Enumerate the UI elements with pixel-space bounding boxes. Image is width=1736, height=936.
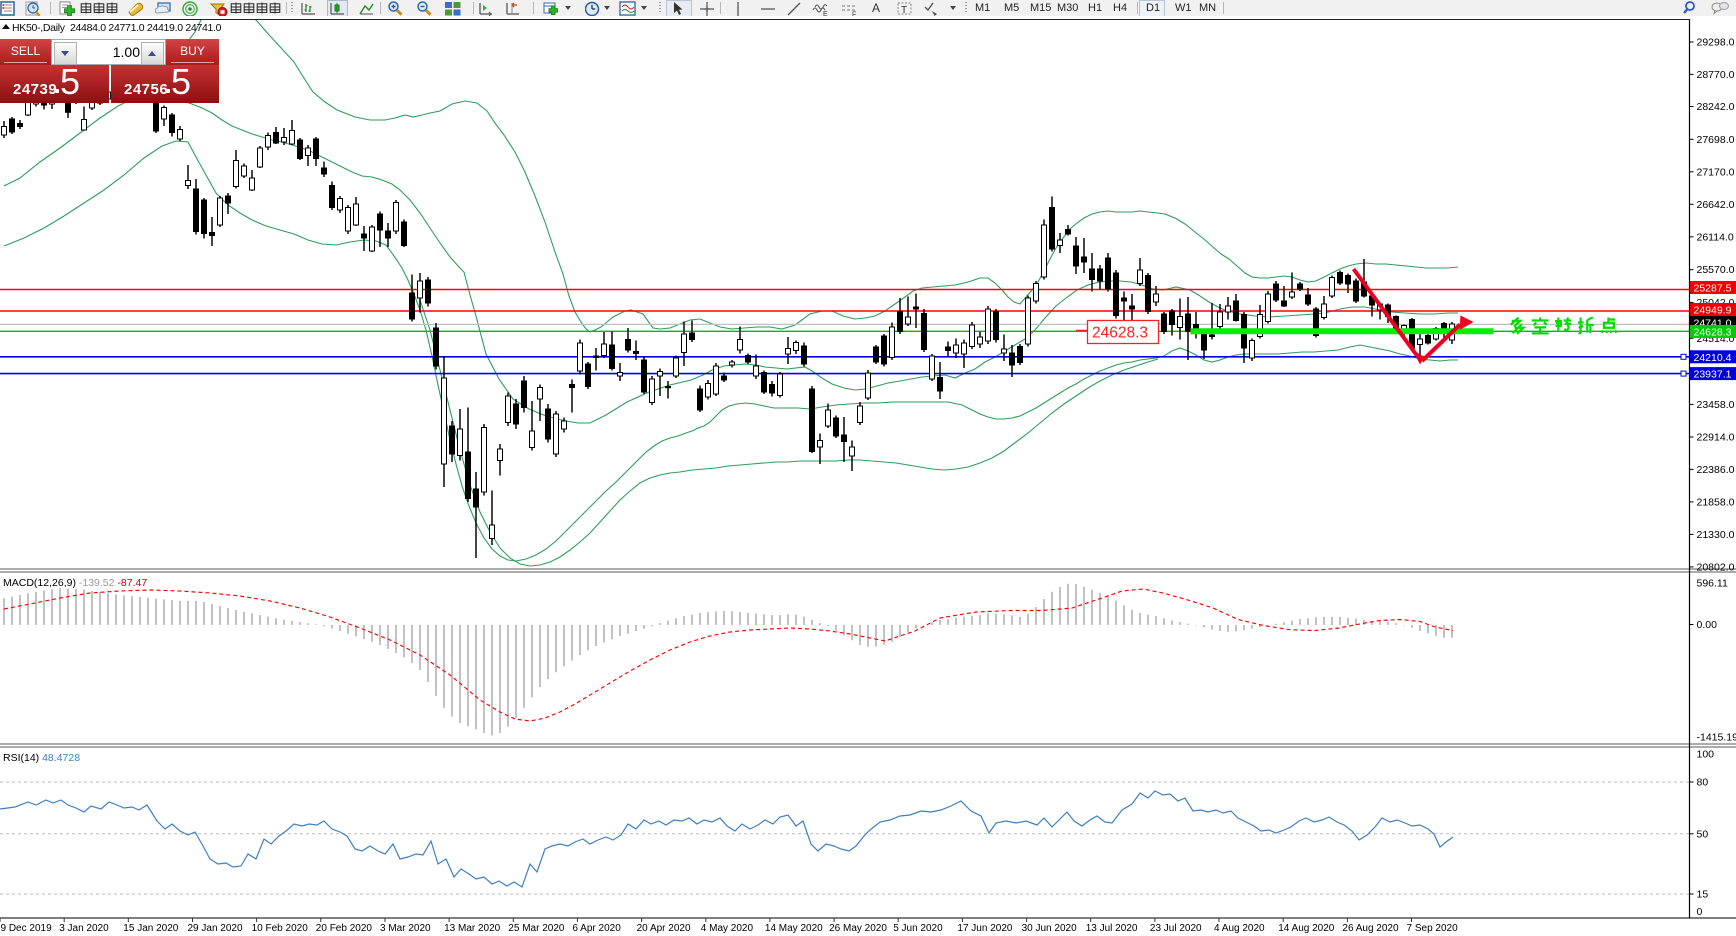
svg-text:21330.0: 21330.0 [1697, 529, 1735, 541]
svg-text:24210.4: 24210.4 [1694, 352, 1732, 364]
svg-text:0.00: 0.00 [1697, 619, 1718, 631]
svg-text:T: T [901, 5, 907, 16]
svg-text:-1415.19: -1415.19 [1697, 732, 1736, 744]
svg-text:25 Mar 2020: 25 Mar 2020 [508, 923, 565, 934]
svg-text:29 Jan 2020: 29 Jan 2020 [188, 923, 243, 934]
svg-text:22386.0: 22386.0 [1697, 464, 1735, 476]
svg-text:20 Apr 2020: 20 Apr 2020 [637, 923, 691, 934]
svg-text:50: 50 [1697, 828, 1709, 840]
svg-text:25287.5: 25287.5 [1694, 283, 1732, 295]
svg-text:23937.1: 23937.1 [1694, 369, 1732, 381]
svg-text:25570.0: 25570.0 [1697, 264, 1735, 276]
svg-text:6 Apr 2020: 6 Apr 2020 [572, 923, 621, 934]
svg-text:26114.0: 26114.0 [1697, 231, 1734, 243]
svg-text:7 Sep 2020: 7 Sep 2020 [1407, 923, 1459, 934]
svg-text:24949.9: 24949.9 [1694, 305, 1732, 317]
svg-text:21858.0: 21858.0 [1697, 496, 1735, 508]
svg-text:30 Jun 2020: 30 Jun 2020 [1022, 923, 1077, 934]
svg-text:3 Jan 2020: 3 Jan 2020 [59, 923, 109, 934]
svg-text:14 May 2020: 14 May 2020 [765, 923, 823, 934]
svg-text:28770.0: 28770.0 [1697, 69, 1735, 81]
svg-text:17 Jun 2020: 17 Jun 2020 [957, 923, 1012, 934]
svg-text:23 Jul 2020: 23 Jul 2020 [1150, 923, 1202, 934]
svg-text:13 Mar 2020: 13 Mar 2020 [444, 923, 501, 934]
svg-text:9 Dec 2019: 9 Dec 2019 [1, 923, 53, 934]
svg-text:15: 15 [1697, 889, 1709, 901]
svg-text:20802.0: 20802.0 [1697, 561, 1735, 573]
svg-text:3 Mar 2020: 3 Mar 2020 [380, 923, 431, 934]
svg-text:24628.3: 24628.3 [1092, 325, 1148, 342]
svg-text:E: E [823, 11, 828, 17]
svg-text:RSI(14) 48.4728: RSI(14) 48.4728 [3, 752, 80, 764]
svg-text:27170.0: 27170.0 [1697, 166, 1735, 178]
svg-text:14 Aug 2020: 14 Aug 2020 [1278, 923, 1335, 934]
svg-text:22914.0: 22914.0 [1697, 432, 1735, 444]
svg-text:4 Aug 2020: 4 Aug 2020 [1214, 923, 1265, 934]
svg-text:15 Jan 2020: 15 Jan 2020 [123, 923, 178, 934]
svg-text:26642.0: 26642.0 [1697, 199, 1735, 211]
svg-text:13 Jul 2020: 13 Jul 2020 [1086, 923, 1138, 934]
svg-text:23458.0: 23458.0 [1697, 399, 1735, 411]
svg-text:27698.0: 27698.0 [1697, 134, 1735, 146]
svg-text:80: 80 [1697, 777, 1709, 789]
svg-text:0: 0 [1697, 906, 1703, 918]
svg-text:596.11: 596.11 [1697, 578, 1728, 590]
svg-text:4 May 2020: 4 May 2020 [701, 923, 754, 934]
svg-text:28242.0: 28242.0 [1697, 101, 1735, 113]
svg-text:MACD(12,26,9) -139.52 -87.47: MACD(12,26,9) -139.52 -87.47 [3, 577, 147, 589]
svg-text:26 May 2020: 26 May 2020 [829, 923, 887, 934]
svg-text:24628.3: 24628.3 [1694, 327, 1732, 339]
svg-text:F: F [852, 12, 856, 18]
svg-text:29298.0: 29298.0 [1697, 37, 1735, 49]
svg-text:5 Jun 2020: 5 Jun 2020 [893, 923, 943, 934]
svg-text:20 Feb 2020: 20 Feb 2020 [316, 923, 373, 934]
svg-text:26 Aug 2020: 26 Aug 2020 [1342, 923, 1399, 934]
svg-text:100: 100 [1697, 749, 1715, 761]
svg-text:10 Feb 2020: 10 Feb 2020 [252, 923, 309, 934]
